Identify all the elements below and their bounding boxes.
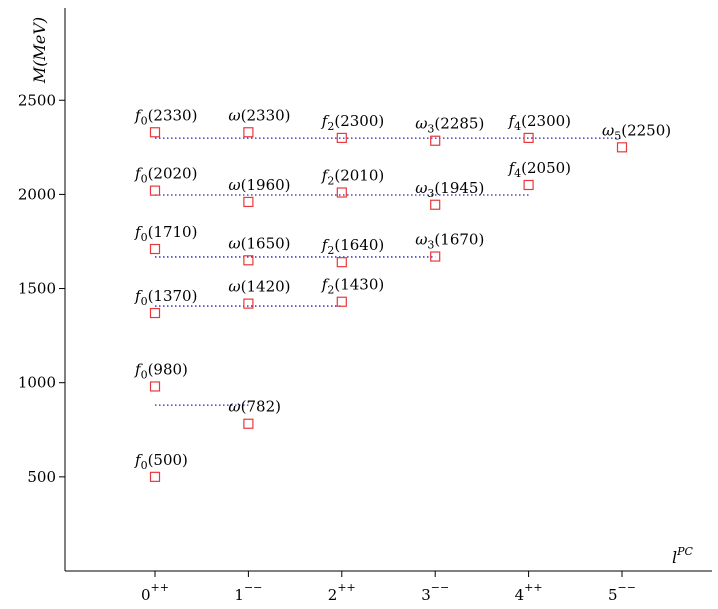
state-label: ω(1650) [228, 234, 290, 252]
state-label: ω(2330) [228, 106, 290, 124]
state-label: f2(2010) [321, 167, 384, 188]
y-tick-label: 1500 [18, 280, 56, 298]
state-label: f4(2050) [508, 159, 571, 180]
x-tick-label: 0++ [141, 581, 169, 604]
x-tick-label: 4++ [515, 581, 543, 604]
data-point-marker [149, 471, 161, 482]
state-label: f0(2330) [134, 106, 197, 127]
data-point-marker [616, 142, 628, 153]
state-labels: f0(500) f0(980) ω(782) f0(1370) ω(1420) f2(14… [134, 106, 671, 472]
data-point-marker [149, 185, 161, 196]
state-label: f0(980) [134, 360, 188, 381]
state-label: f4(2300) [508, 112, 571, 133]
data-point-marker [149, 307, 161, 319]
data-point-marker [336, 132, 347, 144]
state-label: f0(500) [134, 451, 188, 472]
x-tick-label: 2++ [328, 581, 356, 604]
state-label: f0(1370) [134, 287, 197, 308]
data-point-marker [243, 418, 254, 429]
data-point-marker [243, 196, 254, 208]
x-tick-label: 3−− [421, 581, 449, 604]
state-label: f0(1710) [134, 223, 197, 244]
x-tick-label: 1−− [234, 581, 262, 604]
x-tick-label: 5−− [608, 581, 636, 604]
y-tick-label: 2500 [18, 91, 56, 109]
state-label: ω(1420) [228, 278, 290, 296]
y-axis-title: M(MeV) [30, 17, 49, 84]
x-axis-title: lPC [672, 545, 694, 567]
average-lines [155, 137, 622, 406]
data-point-marker [336, 257, 347, 268]
data-point-marker [336, 187, 347, 198]
data-point-marker [243, 255, 254, 266]
state-label: f2(1640) [321, 236, 384, 257]
y-tick-label: 1000 [18, 374, 56, 392]
data-point-marker [149, 243, 161, 255]
chart-axes: 500 1000 1500 2000 2500 0++ 1−− 2++ 3−− 4++ 5−− M(M… [18, 8, 712, 604]
state-label: ω(1960) [228, 176, 290, 194]
data-point-marker [523, 132, 534, 144]
state-label: ω3(1945) [415, 179, 484, 200]
data-point-marker [430, 135, 441, 146]
state-label: f0(2020) [134, 165, 197, 186]
y-tick-label: 500 [27, 468, 56, 486]
state-label: f2(2300) [321, 112, 384, 133]
data-point-marker [243, 127, 254, 138]
data-point-marker [336, 296, 347, 307]
data-point-marker [243, 298, 254, 309]
state-label: ω3(1670) [415, 231, 484, 252]
data-point-marker [430, 199, 441, 210]
data-point-marker [149, 127, 161, 138]
data-point-marker [430, 251, 441, 262]
state-label: ω(782) [228, 398, 281, 416]
data-points [149, 127, 628, 482]
data-point-marker [523, 179, 534, 191]
data-point-marker [149, 381, 161, 392]
state-label: f2(1430) [321, 276, 384, 297]
state-label: ω3(2285) [415, 115, 484, 136]
state-label: ω5(2250) [602, 121, 671, 142]
y-tick-label: 2000 [18, 185, 56, 203]
